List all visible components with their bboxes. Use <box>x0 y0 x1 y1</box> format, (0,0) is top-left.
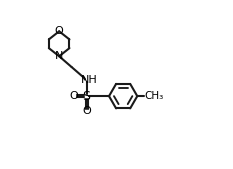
Text: O: O <box>70 91 79 101</box>
Text: CH₃: CH₃ <box>145 91 164 101</box>
Text: N: N <box>55 51 63 61</box>
Text: O: O <box>55 26 64 36</box>
Text: S: S <box>82 90 91 103</box>
Text: O: O <box>82 106 91 116</box>
Text: NH: NH <box>81 75 97 84</box>
